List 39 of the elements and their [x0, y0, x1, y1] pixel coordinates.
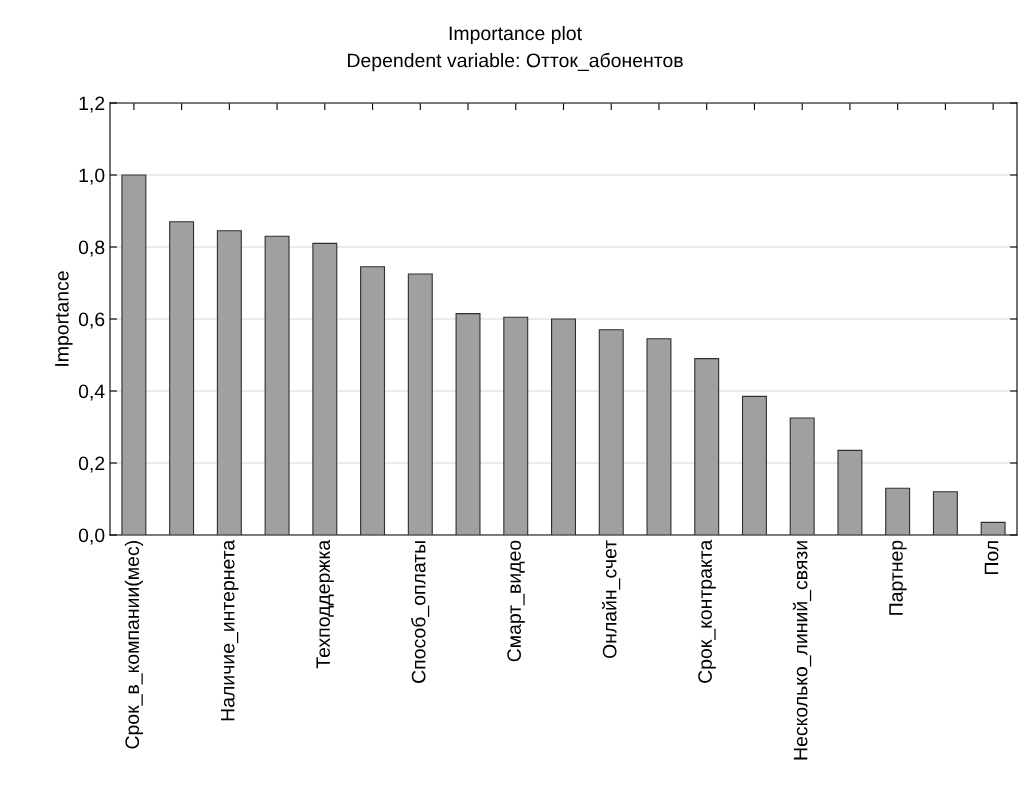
x-tick-label: Способ_оплаты: [411, 541, 430, 683]
y-tick-label: 0,6: [78, 312, 105, 329]
bar: [885, 487, 911, 535]
x-tick-label: Наличие_интернета: [220, 539, 239, 721]
x-tick-label: Онлайн_счет: [601, 540, 621, 659]
bar: [694, 358, 720, 535]
bar: [503, 316, 529, 535]
y-tick-label: 0,8: [78, 240, 105, 257]
x-tick-label: Срок_в_компании(мес): [124, 541, 143, 749]
y-tick-label: 0,0: [78, 528, 105, 545]
bar: [455, 313, 481, 535]
bar: [980, 521, 1006, 535]
y-tick-label: 0,2: [78, 456, 105, 473]
bar: [216, 230, 242, 535]
x-tick-label: Несколько_линий_связи: [792, 541, 812, 760]
chart-subtitle: Dependent variable: Отток_абонентов: [348, 52, 683, 72]
bar: [741, 395, 767, 535]
bar: [360, 266, 386, 535]
bar: [407, 273, 433, 535]
bar: [312, 242, 338, 535]
x-tick-label: Пол: [984, 541, 999, 574]
bar: [169, 221, 195, 535]
bar: [551, 318, 576, 535]
x-tick-label: Смарт_видео: [507, 540, 525, 662]
bar: [837, 449, 863, 535]
bar: [121, 174, 147, 535]
bar: [932, 491, 958, 535]
chart-title: Importance plot: [449, 25, 582, 45]
x-tick-label: Партнер: [889, 540, 907, 615]
y-tick-label: 1,0: [79, 168, 105, 185]
x-tick-label: Срок_контракта: [698, 539, 716, 683]
bar: [789, 417, 815, 535]
y-tick-label: 1,2: [79, 96, 105, 113]
bar: [598, 329, 624, 535]
x-tick-label: Техподдержка: [316, 539, 334, 669]
bar: [264, 235, 290, 535]
y-axis-title: Importance: [55, 271, 73, 366]
y-tick-label: 0,4: [78, 384, 105, 401]
bar: [646, 338, 672, 535]
